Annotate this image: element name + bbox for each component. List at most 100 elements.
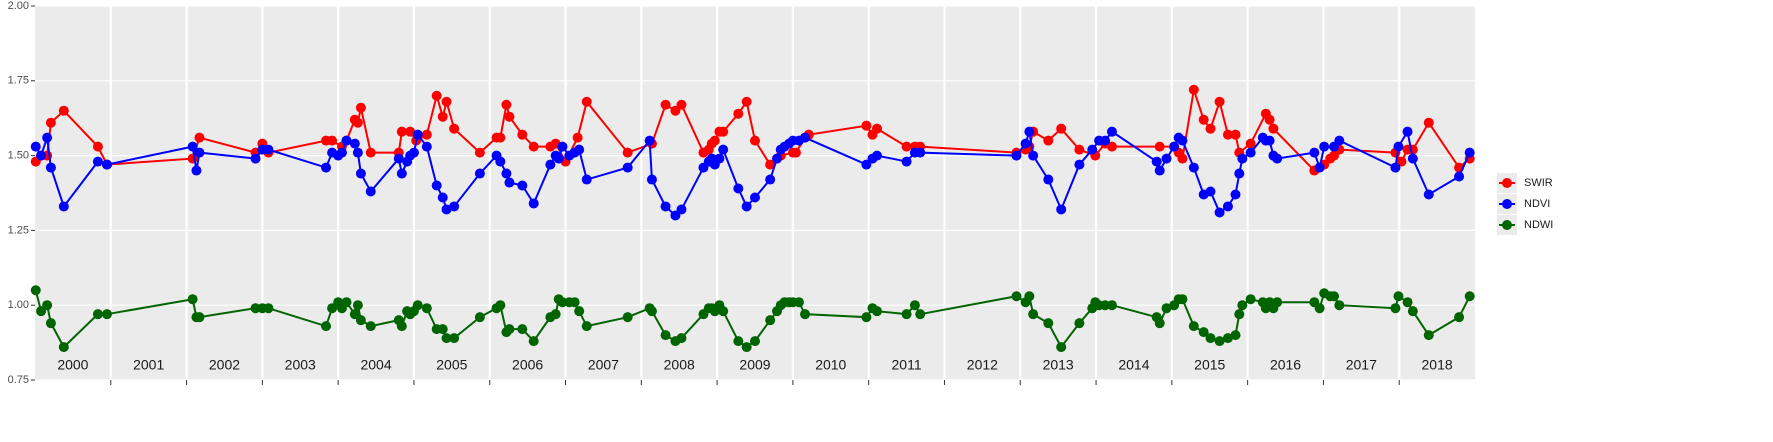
data-point [1454, 312, 1465, 323]
data-point [250, 153, 261, 164]
y-tick-label: 0.75 [8, 374, 29, 386]
y-tick-label: 1.25 [8, 224, 29, 236]
data-point [412, 300, 423, 311]
data-point [1272, 297, 1283, 308]
data-point [915, 147, 926, 158]
x-tick-label: 2002 [209, 357, 240, 373]
data-point [474, 147, 485, 158]
data-point [58, 342, 69, 353]
data-point [58, 105, 69, 116]
data-point [1245, 138, 1256, 149]
data-point [1407, 153, 1418, 164]
data-point [1028, 150, 1039, 161]
x-tick-label: 2012 [967, 357, 998, 373]
data-point [58, 201, 69, 212]
data-point [660, 201, 671, 212]
data-point [622, 162, 633, 173]
data-point [1234, 309, 1245, 320]
data-point [1177, 153, 1188, 164]
data-point [495, 156, 506, 167]
x-tick-label: 2017 [1346, 357, 1377, 373]
data-point [1393, 141, 1404, 152]
data-point [1214, 96, 1225, 107]
data-point [1177, 135, 1188, 146]
data-point [718, 126, 729, 137]
data-point [1222, 201, 1233, 212]
data-point [771, 153, 782, 164]
data-point [553, 153, 564, 164]
data-point [421, 141, 432, 152]
data-point [750, 135, 760, 146]
data-point [352, 147, 363, 158]
data-point [396, 321, 407, 332]
data-point [194, 132, 205, 143]
data-point [1011, 150, 1022, 161]
data-point [92, 141, 103, 152]
legend-dot [1502, 178, 1512, 188]
data-point [474, 168, 485, 179]
data-point [517, 129, 528, 140]
x-tick-label: 2009 [739, 357, 770, 373]
data-point [733, 108, 744, 119]
data-point [861, 120, 872, 131]
data-point [1154, 318, 1165, 329]
data-point [437, 111, 448, 122]
data-point [765, 159, 776, 170]
data-point [915, 309, 926, 320]
x-tick-label: 2000 [57, 357, 88, 373]
data-point [504, 111, 515, 122]
data-point [718, 306, 729, 317]
data-point [321, 162, 332, 173]
x-tick-label: 2018 [1422, 357, 1453, 373]
data-point [349, 138, 360, 149]
data-point [901, 309, 912, 320]
data-point [581, 321, 592, 332]
data-point [501, 168, 512, 179]
data-point [431, 90, 442, 101]
x-tick-label: 2011 [892, 357, 922, 373]
data-point [901, 141, 912, 152]
data-point [92, 309, 103, 320]
data-point [449, 123, 460, 134]
data-point [1319, 141, 1330, 152]
data-point [1205, 186, 1216, 197]
data-point [191, 165, 202, 176]
data-point [355, 315, 366, 326]
data-point [569, 297, 580, 308]
data-point [45, 162, 56, 173]
data-point [557, 141, 568, 152]
data-point [1043, 135, 1054, 146]
data-point [355, 102, 366, 113]
data-point [187, 294, 198, 305]
legend-label: SWIR [1524, 177, 1553, 189]
data-point [45, 117, 56, 128]
data-point [441, 204, 452, 215]
data-point [1393, 291, 1404, 302]
data-point [1056, 204, 1067, 215]
data-point [1309, 147, 1320, 158]
data-point [741, 96, 752, 107]
data-point [741, 201, 752, 212]
data-point [1402, 126, 1413, 137]
data-point [1161, 303, 1172, 314]
x-tick-label: 2013 [1043, 357, 1074, 373]
data-point [646, 174, 657, 185]
data-point [1237, 300, 1248, 311]
data-point [1074, 159, 1085, 170]
data-point [800, 309, 811, 320]
data-point [437, 324, 448, 335]
data-point [495, 300, 506, 311]
data-point [581, 174, 592, 185]
data-point [1043, 318, 1054, 329]
data-point [501, 99, 512, 110]
data-point [1423, 189, 1434, 200]
data-point [572, 132, 583, 143]
x-tick-label: 2010 [815, 357, 846, 373]
data-point [352, 300, 363, 311]
data-point [790, 147, 801, 158]
data-point [1106, 126, 1117, 137]
data-point [750, 192, 760, 203]
data-point [30, 285, 41, 296]
data-point [1177, 294, 1188, 305]
data-point [581, 96, 592, 107]
